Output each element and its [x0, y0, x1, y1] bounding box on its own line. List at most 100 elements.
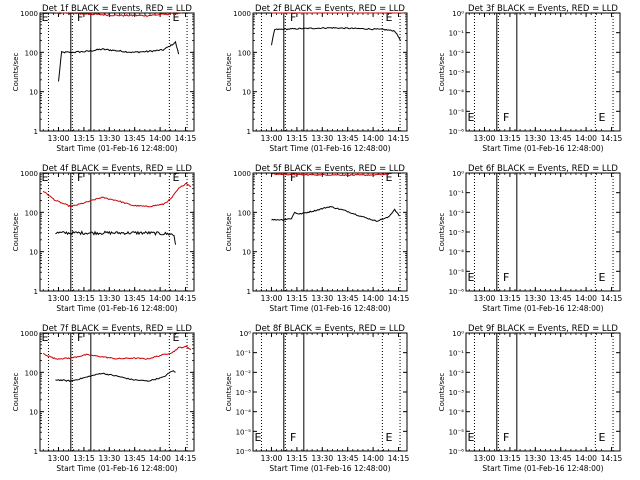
event-marker-e: E: [42, 331, 49, 344]
x-tick-label: 14:15: [388, 294, 410, 303]
y-tick-label: 10⁻⁶: [449, 128, 465, 136]
event-marker-e: E: [385, 171, 392, 184]
y-tick-label: 10⁻⁶: [449, 288, 465, 296]
y-axis-title: Counts/sec: [438, 373, 446, 412]
x-tick-label: 14:00: [362, 134, 384, 143]
y-tick-label: 10⁻⁶: [449, 448, 465, 456]
x-tick-label: 14:00: [149, 454, 171, 463]
event-marker-e: E: [42, 171, 49, 184]
y-tick-label: 100: [25, 49, 38, 57]
event-marker-f: F: [77, 331, 83, 344]
x-axis-title: Start Time (01-Feb-16 12:48:00): [56, 304, 177, 313]
y-tick-label: 1: [247, 288, 251, 296]
x-axis-title: Start Time (01-Feb-16 12:48:00): [482, 144, 603, 153]
x-tick-label: 14:15: [601, 134, 623, 143]
x-tick-label: 14:15: [175, 294, 197, 303]
x-tick-label: 13:45: [337, 294, 359, 303]
event-marker-e: E: [385, 431, 392, 444]
y-axis-title: Counts/sec: [438, 213, 446, 252]
event-marker-e: E: [468, 111, 475, 124]
event-marker-f: F: [290, 11, 296, 24]
chart-title: Det 3f BLACK = Events, RED = LLD: [468, 4, 618, 14]
event-marker-e: E: [172, 171, 179, 184]
y-tick-label: 10: [242, 89, 251, 97]
plot-frame: [465, 12, 621, 132]
y-tick-label: 10⁻⁶: [236, 448, 252, 456]
y-tick-label: 10: [29, 249, 38, 257]
x-tick-label: 13:15: [73, 294, 95, 303]
x-tick-label: 14:00: [149, 134, 171, 143]
series-lld-line: [55, 12, 182, 17]
x-tick-label: 14:15: [175, 454, 197, 463]
x-axis-title: Start Time (01-Feb-16 12:48:00): [482, 304, 603, 313]
y-axis-title: Counts/sec: [12, 373, 20, 412]
x-axis-title: Start Time (01-Feb-16 12:48:00): [482, 464, 603, 473]
x-tick-label: 14:15: [388, 134, 410, 143]
event-marker-e: E: [598, 271, 605, 284]
x-tick-label: 13:45: [337, 454, 359, 463]
chart-title: Det 5f BLACK = Events, RED = LLD: [255, 164, 405, 174]
y-tick-label: 1000: [20, 170, 38, 178]
y-tick-label: 100: [238, 49, 251, 57]
event-marker-e: E: [172, 331, 179, 344]
x-tick-label: 14:00: [362, 454, 384, 463]
y-tick-label: 10: [29, 409, 38, 417]
x-tick-label: 13:15: [286, 294, 308, 303]
y-tick-label: 10: [242, 249, 251, 257]
y-axis-title: Counts/sec: [225, 373, 233, 412]
series-events-line: [55, 230, 176, 245]
x-tick-label: 13:15: [286, 454, 308, 463]
plot-frame: [39, 332, 195, 452]
y-tick-label: 10⁰: [452, 330, 464, 338]
chart-panel-7: Det 7f BLACK = Events, RED = LLD 1 10 100 10…: [12, 324, 197, 473]
x-tick-label: 13:00: [261, 134, 283, 143]
chart-title: Det 4f BLACK = Events, RED = LLD: [42, 164, 192, 174]
x-tick-label: 14:00: [575, 294, 597, 303]
event-marker-e: E: [172, 11, 179, 24]
x-tick-label: 13:00: [48, 454, 70, 463]
y-tick-label: 10⁻¹: [449, 190, 465, 198]
y-tick-label: 10⁻⁵: [449, 268, 465, 276]
x-tick-label: 13:45: [550, 134, 572, 143]
event-marker-e: E: [42, 11, 49, 24]
series-events-line: [58, 40, 180, 82]
x-tick-label: 13:15: [499, 454, 521, 463]
plot-frame: [39, 12, 195, 132]
y-tick-label: 10⁻³: [449, 229, 465, 237]
plot-frame: [252, 12, 408, 132]
plot-frame: [39, 172, 195, 292]
x-tick-label: 13:15: [73, 454, 95, 463]
event-marker-e: E: [598, 431, 605, 444]
x-tick-label: 13:30: [98, 454, 120, 463]
y-tick-label: 100: [25, 209, 38, 217]
x-tick-label: 13:30: [524, 294, 546, 303]
x-tick-label: 13:00: [474, 134, 496, 143]
chart-panel-9: Det 9f BLACK = Events, RED = LLD 10⁻⁶ 10⁻⁵…: [438, 324, 623, 473]
plot-frame: [252, 332, 408, 452]
event-marker-f: F: [503, 271, 509, 284]
x-tick-label: 13:45: [124, 134, 146, 143]
chart-panel-6: Det 6f BLACK = Events, RED = LLD 10⁻⁶ 10⁻⁵…: [438, 164, 623, 313]
y-tick-label: 1: [34, 288, 38, 296]
chart-panel-8: Det 8f BLACK = Events, RED = LLD 10⁻⁶ 10⁻⁵…: [225, 324, 410, 473]
chart-panel-5: Det 5f BLACK = Events, RED = LLD 1 10 100 10…: [225, 164, 410, 313]
y-tick-label: 10⁻³: [236, 389, 252, 397]
x-axis-title: Start Time (01-Feb-16 12:48:00): [269, 304, 390, 313]
x-tick-label: 14:00: [575, 454, 597, 463]
series-events-line: [55, 370, 176, 382]
y-tick-label: 10⁻²: [236, 369, 252, 377]
series-events-line: [271, 205, 400, 222]
chart-title: Det 8f BLACK = Events, RED = LLD: [255, 324, 405, 334]
y-tick-label: 10⁻⁴: [449, 89, 465, 97]
x-tick-label: 13:45: [124, 454, 146, 463]
y-tick-label: 1: [247, 128, 251, 136]
x-tick-label: 13:30: [98, 294, 120, 303]
y-axis-title: Counts/sec: [12, 213, 20, 252]
chart-panel-3: Det 3f BLACK = Events, RED = LLD 10⁻⁶ 10⁻⁵…: [438, 4, 623, 153]
x-tick-label: 13:15: [73, 134, 95, 143]
x-tick-label: 13:30: [524, 134, 546, 143]
y-tick-label: 10⁻³: [449, 69, 465, 77]
chart-title: Det 2f BLACK = Events, RED = LLD: [255, 4, 405, 14]
y-tick-label: 10⁻⁵: [449, 428, 465, 436]
event-marker-f: F: [503, 431, 509, 444]
